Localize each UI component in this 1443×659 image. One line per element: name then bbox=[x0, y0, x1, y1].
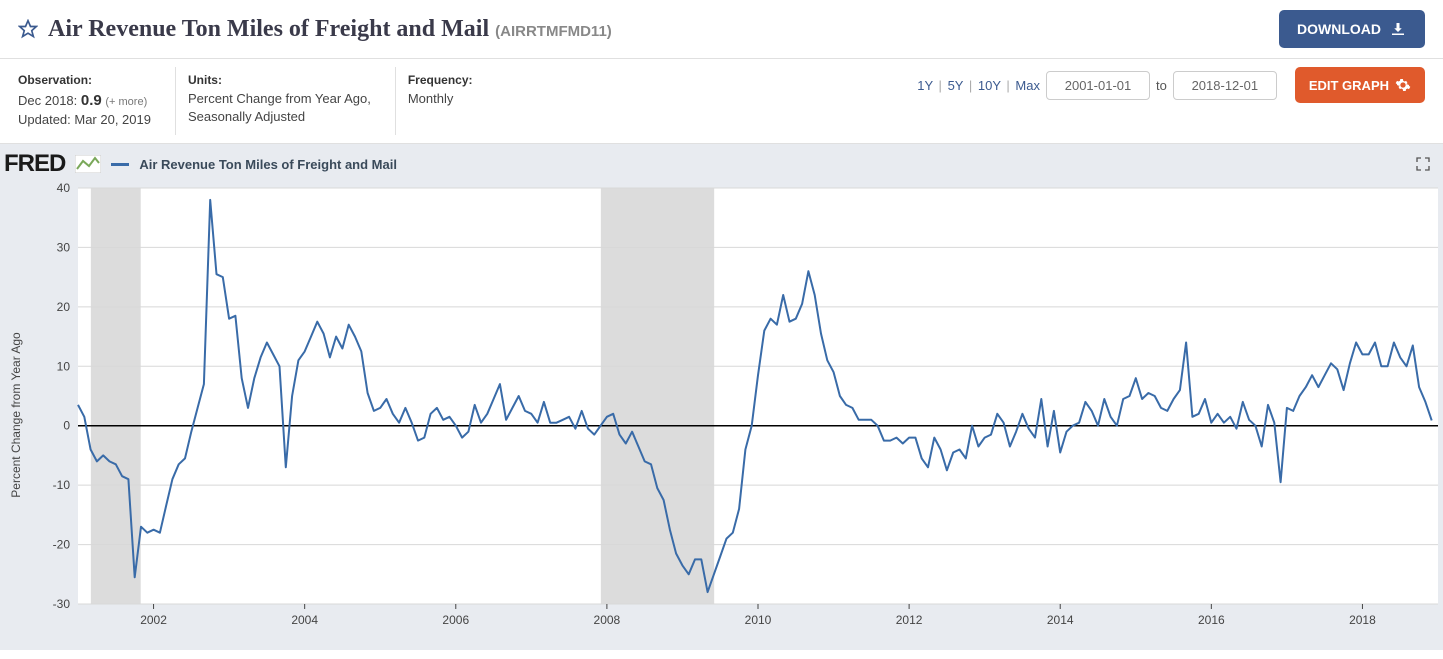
svg-text:2018: 2018 bbox=[1349, 613, 1376, 627]
svg-text:-10: -10 bbox=[53, 478, 71, 492]
range-5y[interactable]: 5Y bbox=[948, 78, 964, 93]
svg-text:30: 30 bbox=[57, 241, 71, 255]
observation-more-link[interactable]: (+ more) bbox=[105, 96, 147, 108]
range-links: 1Y | 5Y | 10Y | Max bbox=[917, 78, 1040, 93]
date-start-input[interactable] bbox=[1046, 71, 1150, 100]
fullscreen-icon[interactable] bbox=[1415, 156, 1431, 172]
fred-logo: FRED bbox=[4, 150, 65, 178]
date-end-input[interactable] bbox=[1173, 71, 1277, 100]
svg-text:2012: 2012 bbox=[896, 613, 923, 627]
download-icon bbox=[1389, 20, 1407, 38]
legend-line-swatch bbox=[111, 163, 129, 166]
observation-block: Observation: Dec 2018: 0.9 (+ more) Upda… bbox=[18, 67, 163, 135]
svg-text:20: 20 bbox=[57, 300, 71, 314]
svg-text:2014: 2014 bbox=[1047, 613, 1074, 627]
edit-graph-button[interactable]: EDIT GRAPH bbox=[1295, 67, 1425, 103]
star-icon[interactable] bbox=[18, 19, 38, 39]
svg-text:40: 40 bbox=[57, 181, 71, 195]
svg-text:10: 10 bbox=[57, 359, 71, 373]
page-title: Air Revenue Ton Miles of Freight and Mai… bbox=[48, 16, 612, 43]
chart-line-icon bbox=[75, 155, 101, 173]
svg-text:-20: -20 bbox=[53, 538, 71, 552]
range-1y[interactable]: 1Y bbox=[917, 78, 933, 93]
svg-text:2002: 2002 bbox=[140, 613, 167, 627]
line-chart[interactable]: -30 -20 -10 0 10 20 30 40 2002 2004 2006 2008 2010 20… bbox=[0, 180, 1443, 650]
svg-text:0: 0 bbox=[63, 419, 70, 433]
gear-icon bbox=[1395, 77, 1411, 93]
range-10y[interactable]: 10Y bbox=[978, 78, 1001, 93]
svg-text:2004: 2004 bbox=[291, 613, 318, 627]
svg-text:2006: 2006 bbox=[442, 613, 469, 627]
svg-text:-30: -30 bbox=[53, 597, 71, 611]
chart-container: FRED Air Revenue Ton Miles of Freight an… bbox=[0, 144, 1443, 650]
y-axis-label: Percent Change from Year Ago bbox=[9, 332, 23, 497]
range-max[interactable]: Max bbox=[1015, 78, 1040, 93]
download-button[interactable]: DOWNLOAD bbox=[1279, 10, 1425, 48]
units-block: Units: Percent Change from Year Ago, Sea… bbox=[188, 67, 383, 132]
svg-text:2010: 2010 bbox=[745, 613, 772, 627]
svg-text:2016: 2016 bbox=[1198, 613, 1225, 627]
series-id: (AIRRTMFMD11) bbox=[495, 23, 612, 40]
legend-text: Air Revenue Ton Miles of Freight and Mai… bbox=[139, 157, 397, 172]
frequency-block: Frequency: Monthly bbox=[408, 67, 485, 114]
svg-text:2008: 2008 bbox=[594, 613, 621, 627]
